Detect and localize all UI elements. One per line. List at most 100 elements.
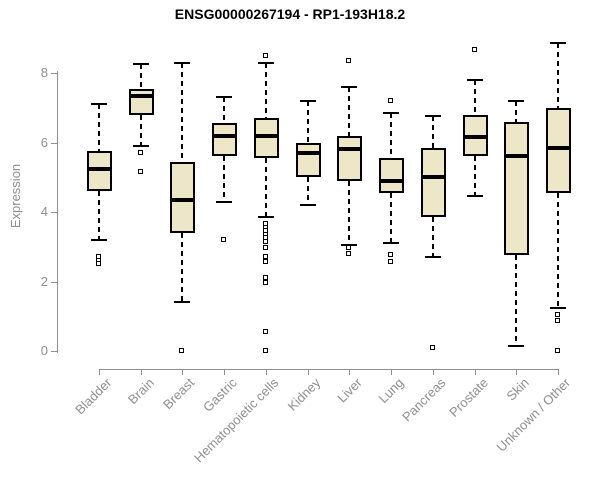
median-line-pancreas [421, 175, 446, 180]
whisker-upper-breast [181, 62, 183, 162]
outlier-point-hematopoietic-cells [263, 259, 268, 265]
whisker-cap-upper-brain [133, 63, 149, 66]
whisker-cap-lower-unknown-other [550, 306, 566, 309]
whisker-cap-lower-breast [174, 301, 190, 304]
x-axis-tick [141, 369, 142, 375]
whisker-lower-prostate [474, 156, 476, 197]
y-axis-tick-label: 8 [40, 65, 48, 80]
x-axis-tick [433, 369, 434, 375]
x-axis-category-label: Liver [334, 375, 365, 406]
x-axis-category-label: Prostate [445, 375, 491, 420]
x-axis-category-label: Unknown / Other [494, 375, 574, 455]
whisker-cap-upper-breast [174, 61, 190, 64]
whisker-upper-prostate [474, 79, 476, 115]
outlier-point-prostate [472, 47, 477, 53]
y-axis-tick-label: 6 [40, 135, 48, 150]
y-axis-tick [51, 351, 57, 352]
box-iqr-gastric [212, 123, 237, 157]
outlier-point-gastric [221, 236, 226, 242]
y-axis-tick [51, 282, 57, 283]
x-axis-category-label: Lung [375, 375, 407, 407]
outlier-point-liver [346, 245, 351, 251]
whisker-upper-hematopoietic-cells [265, 62, 267, 119]
whisker-cap-upper-unknown-other [550, 42, 566, 45]
outlier-point-hematopoietic-cells [263, 328, 268, 334]
outlier-point-hematopoietic-cells [263, 52, 268, 58]
median-line-gastric [212, 133, 237, 138]
whisker-cap-lower-kidney [300, 204, 316, 207]
whisker-cap-upper-gastric [216, 96, 232, 99]
median-line-liver [337, 147, 362, 152]
whisker-cap-upper-pancreas [425, 115, 441, 118]
whisker-upper-liver [348, 86, 350, 136]
median-line-unknown-other [546, 145, 571, 150]
whisker-cap-upper-hematopoietic-cells [258, 61, 274, 64]
whisker-cap-upper-prostate [467, 78, 483, 81]
x-axis-category-label: Brain [124, 375, 157, 408]
whisker-upper-lung [390, 112, 392, 159]
x-axis-category-label: Pancreas [399, 375, 449, 425]
x-axis-tick [182, 369, 183, 375]
whisker-cap-lower-hematopoietic-cells [258, 216, 274, 219]
x-axis-category-label: Gastric [199, 375, 240, 415]
x-axis-tick [475, 369, 476, 375]
whisker-cap-upper-kidney [300, 99, 316, 102]
median-line-prostate [463, 135, 488, 140]
box-iqr-skin [504, 121, 529, 256]
outlier-point-pancreas [430, 344, 435, 350]
x-axis-category-label: Skin [503, 375, 532, 404]
median-line-brain [129, 93, 154, 98]
outlier-point-bladder [96, 261, 101, 267]
outlier-point-liver [346, 57, 351, 63]
x-axis-tick [224, 369, 225, 375]
y-axis-tick-label: 2 [40, 274, 48, 289]
whisker-upper-unknown-other [557, 43, 559, 108]
whisker-lower-brain [140, 114, 142, 146]
x-axis-category-label: Kidney [284, 375, 324, 414]
whisker-cap-lower-skin [508, 344, 524, 347]
whisker-upper-bladder [98, 104, 100, 152]
whisker-cap-upper-lung [383, 111, 399, 114]
whisker-lower-gastric [223, 156, 225, 202]
median-line-bladder [87, 166, 112, 171]
x-axis-tick [516, 369, 517, 375]
outlier-point-brain [138, 149, 143, 155]
y-axis-tick-label: 0 [40, 343, 48, 358]
whisker-cap-upper-bladder [91, 103, 107, 106]
outlier-point-hematopoietic-cells [263, 245, 268, 251]
outlier-point-lung [388, 259, 393, 265]
box-iqr-unknown-other [546, 107, 571, 193]
whisker-cap-upper-liver [341, 85, 357, 88]
outlier-point-hematopoietic-cells [263, 238, 268, 244]
x-axis-tick [266, 369, 267, 375]
whisker-upper-skin [515, 100, 517, 122]
box-iqr-bladder [87, 151, 112, 192]
outlier-point-hematopoietic-cells [263, 275, 268, 281]
whisker-lower-unknown-other [557, 192, 559, 308]
y-axis-tick [51, 73, 57, 74]
outlier-point-lung [388, 97, 393, 103]
whisker-cap-lower-lung [383, 242, 399, 245]
whisker-lower-breast [181, 232, 183, 303]
whisker-lower-hematopoietic-cells [265, 158, 267, 218]
x-axis-tick [349, 369, 350, 375]
whisker-lower-skin [515, 255, 517, 346]
outlier-point-hematopoietic-cells [263, 348, 268, 353]
median-line-breast [170, 197, 195, 202]
y-axis-line [57, 71, 58, 353]
y-axis-label: Expression [8, 163, 23, 229]
whisker-lower-lung [390, 192, 392, 244]
x-axis-category-label: Breast [160, 375, 198, 413]
x-axis-tick [308, 369, 309, 375]
box-iqr-liver [337, 135, 362, 181]
box-iqr-hematopoietic-cells [254, 118, 279, 159]
y-axis-tick [51, 143, 57, 144]
median-line-lung [379, 178, 404, 183]
outlier-point-hematopoietic-cells [263, 254, 268, 260]
outlier-point-unknown-other [555, 348, 560, 353]
x-axis-tick [558, 369, 559, 375]
whisker-lower-liver [348, 180, 350, 245]
y-axis-tick-label: 4 [40, 204, 48, 219]
box-iqr-pancreas [421, 147, 446, 218]
